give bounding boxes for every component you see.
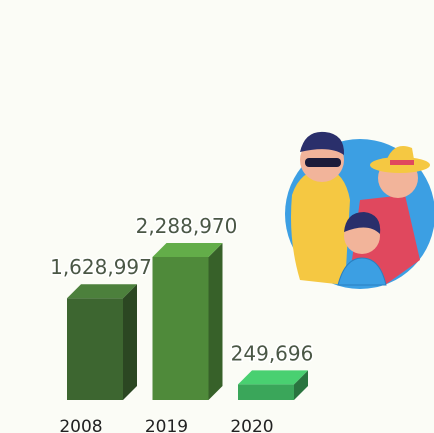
bar-face [209,243,223,400]
bar-face [238,384,294,400]
x-tick-label: 2020 [230,417,273,433]
value-label: 1,628,997 [50,255,152,279]
bar [238,370,308,400]
chart: 1,628,997 2008 2,288,970 2019 249,696 2020 [0,0,434,433]
bar [67,284,137,400]
value-label: 249,696 [231,341,314,365]
x-tick-label: 2019 [145,417,188,433]
bar-face [67,298,123,400]
bar-face [123,284,137,400]
bar [153,243,223,400]
x-tick-label: 2008 [59,417,102,433]
family-illustration [285,132,434,289]
value-label: 2,288,970 [136,214,238,238]
bar-face [153,257,209,400]
